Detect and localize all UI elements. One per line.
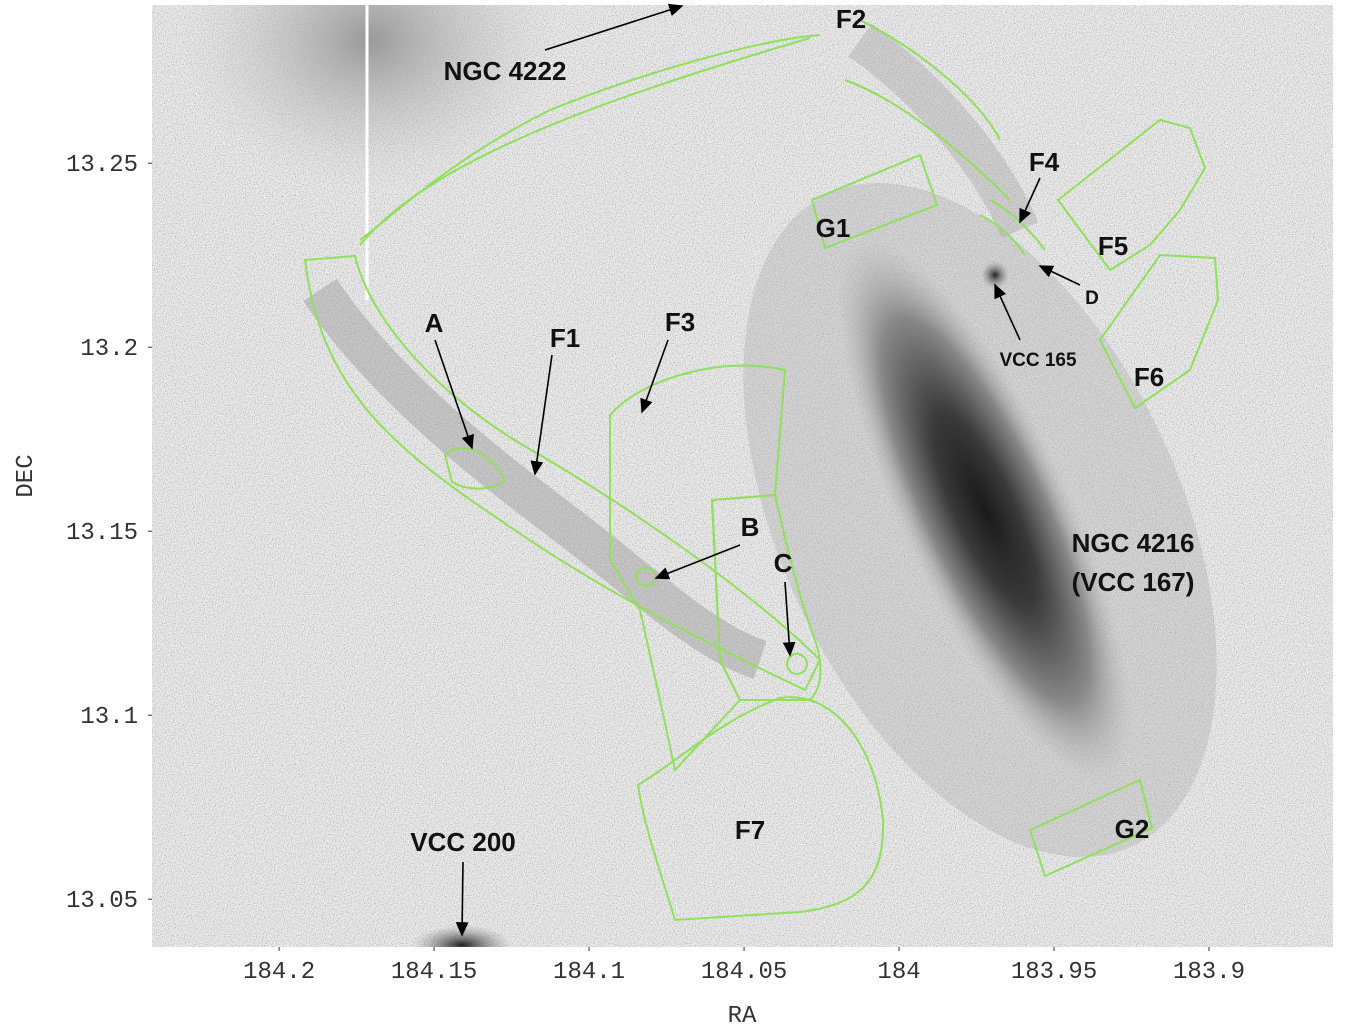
- annotation: F5: [1098, 231, 1128, 261]
- annotation: F1: [550, 323, 580, 353]
- y-tick-label: 13.1: [80, 704, 138, 731]
- annotation: VCC 200: [410, 827, 516, 857]
- x-tick-label: 184: [877, 959, 920, 986]
- annotation: G1: [816, 213, 851, 243]
- x-tick-label: 184.05: [701, 959, 787, 986]
- annotation: F2: [836, 4, 866, 34]
- annotation: D: [1085, 288, 1099, 309]
- annotation: B: [741, 512, 760, 542]
- annotation: C: [774, 548, 793, 578]
- annotation: F6: [1134, 362, 1164, 392]
- annotation: G2: [1115, 814, 1150, 844]
- annotation: A: [425, 308, 444, 338]
- annotation: VCC 165: [999, 350, 1077, 371]
- y-tick-label: 13.25: [66, 152, 138, 179]
- annotation: NGC 4216: [1072, 528, 1195, 558]
- annotation: NGC 4222: [444, 56, 567, 86]
- y-tick-label: 13.2: [80, 336, 138, 363]
- annotation: F7: [735, 815, 765, 845]
- annotation: (VCC 167): [1072, 567, 1195, 597]
- y-axis-label: DEC: [13, 454, 40, 497]
- y-tick-label: 13.15: [66, 520, 138, 547]
- x-axis-label: RA: [728, 1003, 757, 1028]
- x-tick-label: 184.15: [391, 959, 477, 986]
- annotation: F3: [665, 307, 695, 337]
- y-tick-label: 13.05: [66, 888, 138, 915]
- annotation: F4: [1029, 147, 1060, 177]
- x-tick-label: 183.9: [1173, 959, 1245, 986]
- x-tick-label: 184.1: [553, 959, 625, 986]
- x-tick-label: 183.95: [1011, 959, 1097, 986]
- x-tick-label: 184.2: [243, 959, 315, 986]
- figure: RA DEC 184.2 184.15 184.1 184.05 184 183.95 18…: [0, 0, 1346, 1028]
